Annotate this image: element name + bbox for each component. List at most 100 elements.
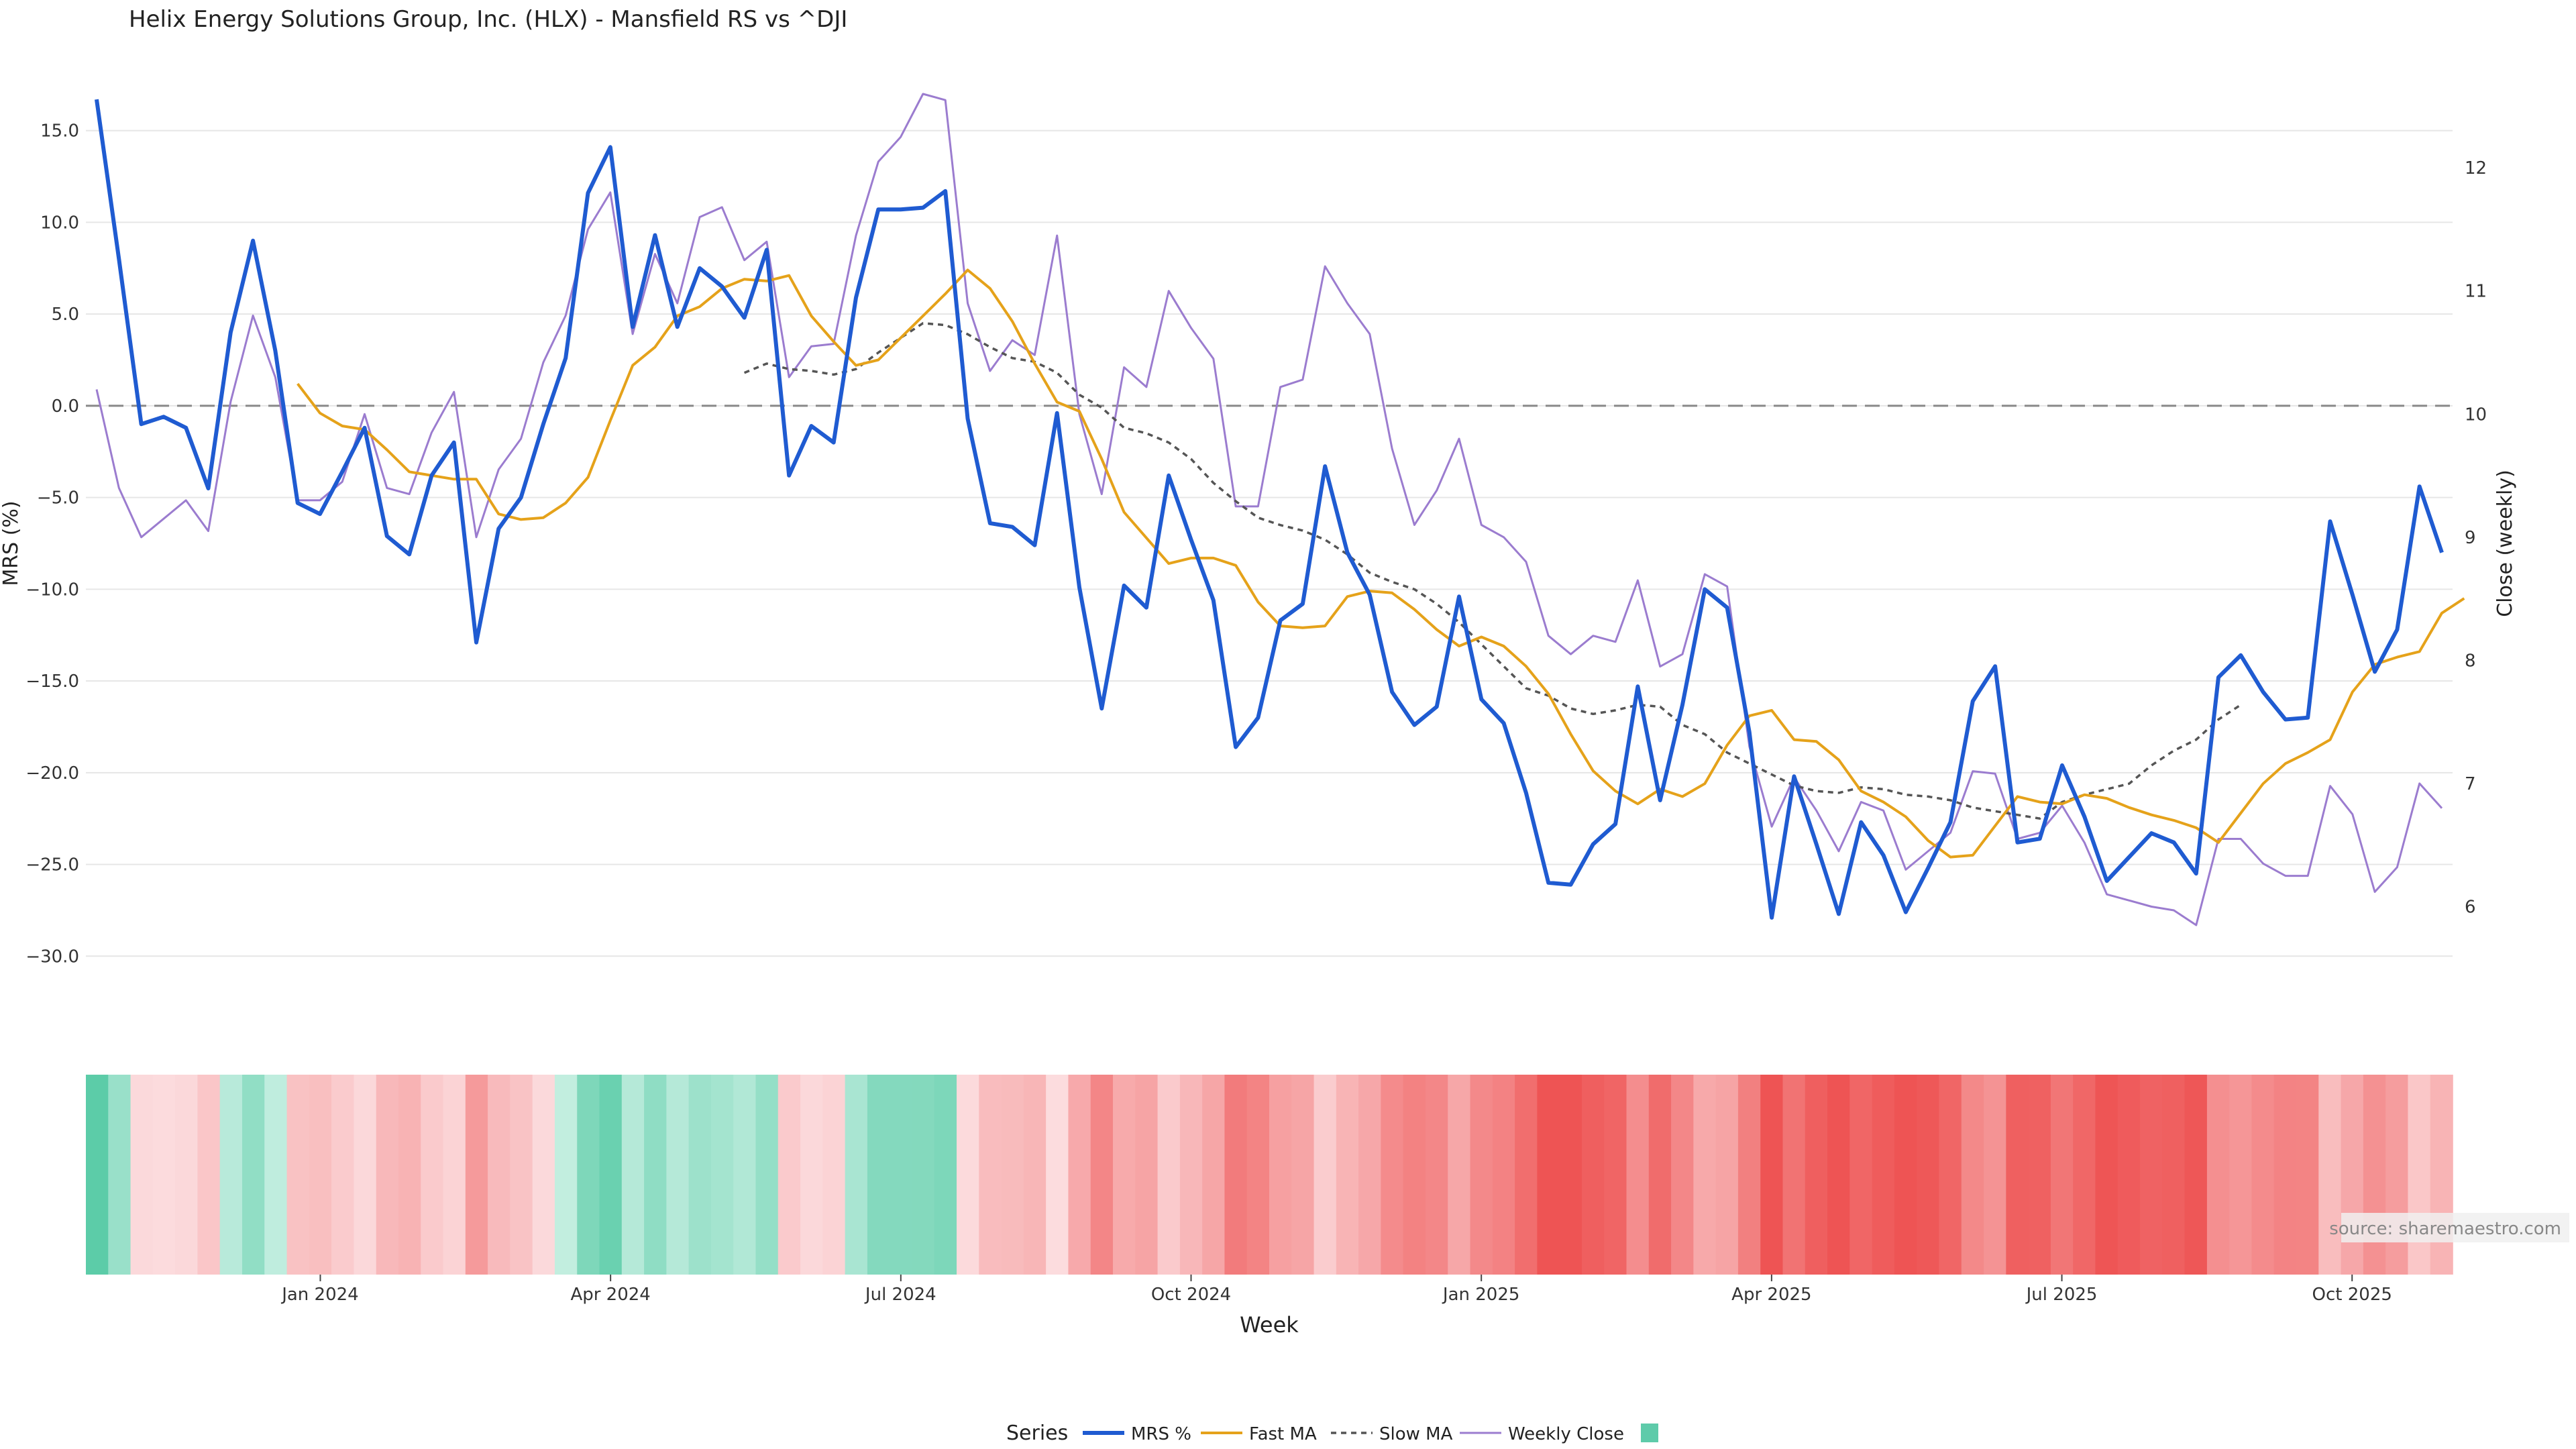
heatmap-cell — [1537, 1075, 1560, 1275]
heatmap-cell — [354, 1075, 377, 1275]
heatmap-cell — [1358, 1075, 1382, 1275]
heatmap-cell — [1760, 1075, 1784, 1275]
chart-title: Helix Energy Solutions Group, Inc. (HLX)… — [129, 6, 847, 33]
x-axis-label: Week — [1240, 1312, 1299, 1338]
left-tick-label: 10.0 — [40, 213, 79, 233]
heatmap-cell — [376, 1075, 399, 1275]
heatmap-cell — [2296, 1075, 2320, 1275]
heatmap-cell — [1313, 1075, 1337, 1275]
heatmap-cell — [1827, 1075, 1851, 1275]
heatmap-cell — [1023, 1075, 1046, 1275]
left-tick-label: −30.0 — [25, 947, 79, 967]
x-tick-label: Oct 2025 — [2312, 1285, 2392, 1305]
heatmap-cell — [1715, 1075, 1739, 1275]
heatmap-cell — [1894, 1075, 1917, 1275]
heatmap-cell — [152, 1075, 176, 1275]
heatmap-cell — [1179, 1075, 1203, 1275]
right-tick-label: 7 — [2465, 774, 2476, 794]
x-tick-label: Apr 2025 — [1731, 1285, 1811, 1305]
x-tick-label: Jan 2024 — [280, 1285, 359, 1305]
heatmap-cell — [1381, 1075, 1404, 1275]
heatmap-cell — [1559, 1075, 1582, 1275]
heatmap-cell — [577, 1075, 600, 1275]
heatmap-cell — [2140, 1075, 2163, 1275]
slow-ma-line — [743, 322, 2242, 820]
heatmap-cell — [175, 1075, 199, 1275]
heatmap-strip — [86, 1075, 2453, 1275]
heatmap-cell — [2162, 1075, 2186, 1275]
right-tick-label: 10 — [2465, 405, 2487, 425]
legend-label-mrs: MRS % — [1131, 1424, 1191, 1444]
heatmap-cell — [286, 1075, 310, 1275]
heatmap-cell — [845, 1075, 868, 1275]
heatmap-cell — [1693, 1075, 1717, 1275]
heatmap-cell — [1403, 1075, 1426, 1275]
heatmap-cell — [1291, 1075, 1315, 1275]
x-tick-label: Oct 2024 — [1151, 1285, 1231, 1305]
heatmap-cell — [1849, 1075, 1873, 1275]
heatmap-cell — [934, 1075, 957, 1275]
heatmap-cell — [1246, 1075, 1270, 1275]
heatmap-cell — [465, 1075, 488, 1275]
right-tick-label: 8 — [2465, 651, 2476, 671]
heatmap-cell — [2050, 1075, 2074, 1275]
source-label: source: sharemaestro.com — [2329, 1219, 2561, 1239]
heatmap-cell — [1470, 1075, 1493, 1275]
heatmap-cell — [2318, 1075, 2342, 1275]
heatmap-cell — [1157, 1075, 1181, 1275]
left-tick-label: −25.0 — [25, 855, 79, 875]
heatmap-cell — [890, 1075, 913, 1275]
heatmap-cell — [2073, 1075, 2096, 1275]
heatmap-cell — [800, 1075, 824, 1275]
heatmap-cell — [309, 1075, 332, 1275]
right-tick-label: 6 — [2465, 898, 2476, 918]
heatmap-cell — [2206, 1075, 2230, 1275]
heatmap-cell — [822, 1075, 846, 1275]
heatmap-cell — [1135, 1075, 1159, 1275]
heatmap-cell — [1984, 1075, 2007, 1275]
heatmap-cell — [264, 1075, 288, 1275]
heatmap-cell — [2184, 1075, 2208, 1275]
heatmap-cell — [957, 1075, 980, 1275]
heatmap-cell — [644, 1075, 667, 1275]
legend: Series MRS % Fast MA Slow MA Weekly Clos… — [1006, 1421, 1658, 1445]
heatmap-cell — [2385, 1075, 2409, 1275]
right-tick-label: 12 — [2465, 158, 2487, 178]
mrs-line — [95, 99, 2444, 920]
heatmap-cell — [443, 1075, 466, 1275]
left-tick-label: 0.0 — [52, 396, 79, 417]
x-axis-ticks: Jan 2024 Apr 2024 Jul 2024 Oct 2024 Jan 2025… — [280, 1275, 2392, 1305]
heatmap-cell — [1737, 1075, 1762, 1275]
right-tick-label: 9 — [2465, 528, 2476, 548]
fast-ma-line — [297, 268, 2465, 859]
heatmap-cell — [1046, 1075, 1069, 1275]
heatmap-cell — [1782, 1075, 1806, 1275]
heatmap-cell — [599, 1075, 623, 1275]
heatmap-cell — [621, 1075, 645, 1275]
heatmap-cell — [1581, 1075, 1605, 1275]
legend-label-fast: Fast MA — [1249, 1424, 1317, 1444]
heatmap-cell — [2229, 1075, 2253, 1275]
heatmap-cell — [86, 1075, 109, 1275]
heatmap-cell — [1961, 1075, 1984, 1275]
heatmap-cell — [421, 1075, 444, 1275]
left-axis-ticks: 15.0 10.0 5.0 0.0 −5.0 −10.0 −15.0 −20.0 −25.0 −3… — [25, 121, 79, 967]
heatmap-cell — [2341, 1075, 2364, 1275]
left-tick-label: −5.0 — [37, 488, 79, 508]
heatmap-cell — [398, 1075, 422, 1275]
heatmap-cell — [197, 1075, 221, 1275]
heatmap-cell — [1336, 1075, 1359, 1275]
heatmap-cell — [1224, 1075, 1248, 1275]
heatmap-cell — [979, 1075, 1002, 1275]
grid-layer — [86, 129, 2453, 957]
heatmap-cell — [241, 1075, 266, 1275]
heatmap-cell — [2028, 1075, 2051, 1275]
heatmap-cell — [1425, 1075, 1449, 1275]
heatmap-cell — [2363, 1075, 2386, 1275]
weekly-close-line — [95, 93, 2443, 926]
heatmap-cell — [710, 1075, 734, 1275]
left-axis-label: MRS (%) — [0, 500, 23, 586]
x-tick-label: Jan 2025 — [1442, 1285, 1520, 1305]
heatmap-cell — [2117, 1075, 2141, 1275]
